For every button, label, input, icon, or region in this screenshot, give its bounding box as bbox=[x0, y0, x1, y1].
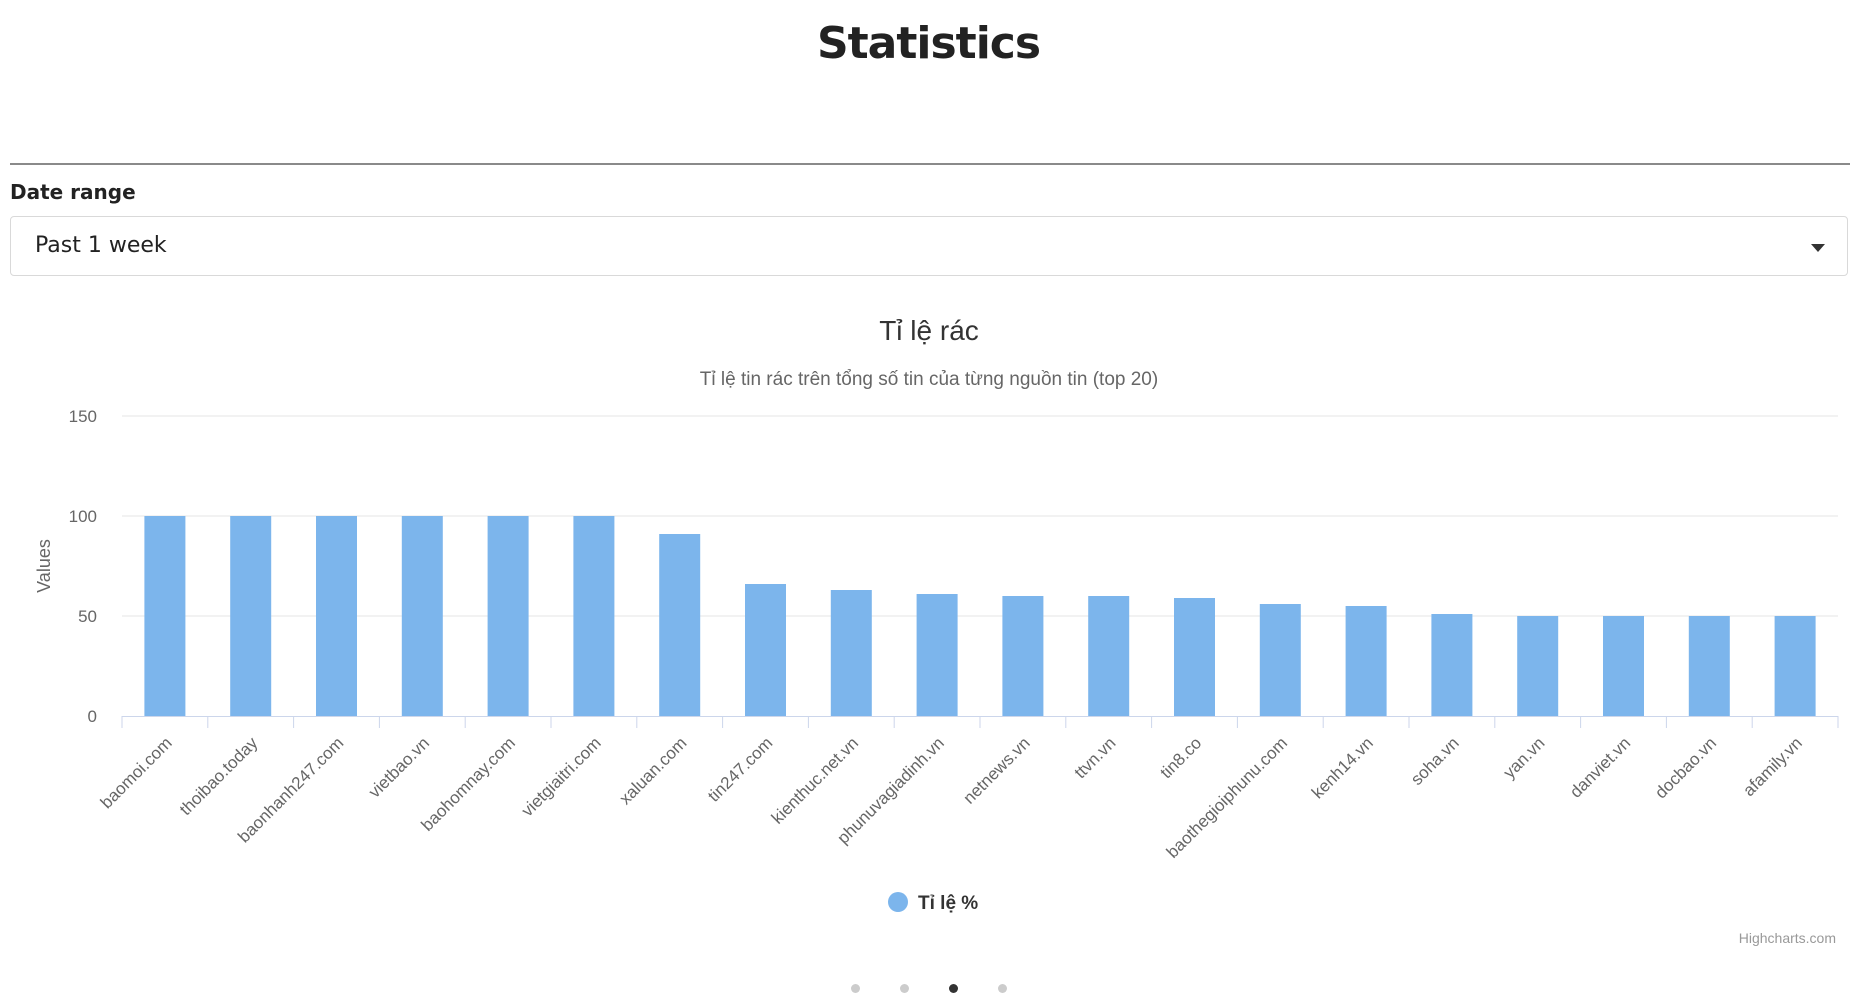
x-tick-label: yan.vn bbox=[1500, 733, 1549, 782]
divider bbox=[10, 163, 1850, 165]
bar bbox=[1603, 616, 1644, 716]
x-tick-label: afamily.vn bbox=[1739, 733, 1806, 800]
y-tick-label: 0 bbox=[88, 707, 97, 726]
x-tick-label: vietbao.vn bbox=[365, 733, 433, 801]
bar bbox=[1774, 616, 1816, 716]
x-tick-label: baohomnay.com bbox=[418, 733, 519, 834]
bar bbox=[1517, 616, 1559, 716]
x-tick-label: kienthuc.net.vn bbox=[768, 733, 862, 827]
page-title: Statistics bbox=[816, 18, 1041, 69]
bar bbox=[916, 594, 958, 716]
bar bbox=[487, 516, 529, 716]
date-range-select[interactable]: Past 1 week bbox=[10, 216, 1848, 276]
y-tick-label: 50 bbox=[78, 607, 97, 626]
x-tick-label: tin8.co bbox=[1156, 733, 1205, 782]
bar bbox=[1688, 616, 1730, 716]
x-tick-label: thoibao.today bbox=[176, 733, 262, 819]
carousel-dot[interactable] bbox=[899, 984, 909, 993]
x-tick-label: docbao.vn bbox=[1651, 733, 1720, 802]
x-tick-label: baomoi.com bbox=[97, 733, 176, 812]
y-tick-label: 150 bbox=[69, 407, 97, 426]
x-tick-label: kenh14.vn bbox=[1308, 733, 1377, 802]
x-tick-label: xaluan.com bbox=[616, 733, 691, 808]
bar bbox=[1088, 596, 1130, 716]
bar bbox=[745, 584, 786, 716]
bar bbox=[1174, 598, 1215, 716]
bar bbox=[144, 516, 186, 716]
x-tick-label: ttvn.vn bbox=[1071, 733, 1120, 782]
chart-title: Tỉ lệ rác bbox=[879, 315, 979, 346]
bar bbox=[573, 516, 615, 716]
chart-credits: Highcharts.com bbox=[1739, 930, 1836, 946]
bar bbox=[316, 516, 357, 716]
legend-marker bbox=[888, 892, 908, 912]
carousel-dot[interactable] bbox=[850, 984, 860, 993]
chart-container: Tỉ lệ rác Tỉ lệ tin rác trên tổng số tin … bbox=[0, 300, 1857, 960]
carousel-dot[interactable] bbox=[948, 984, 958, 993]
legend-label: Tỉ lệ % bbox=[918, 893, 978, 914]
chart-subtitle: Tỉ lệ tin rác trên tổng số tin của từng … bbox=[700, 369, 1158, 390]
chevron-down-icon bbox=[1811, 244, 1825, 252]
bar bbox=[230, 516, 272, 716]
date-range-selected-value: Past 1 week bbox=[35, 233, 167, 258]
carousel-dots bbox=[0, 980, 1857, 998]
x-tick-label: vietgiaitri.com bbox=[518, 733, 605, 820]
bar bbox=[1259, 604, 1301, 716]
bar bbox=[1002, 596, 1044, 716]
bar bbox=[659, 534, 701, 716]
y-tick-label: 100 bbox=[69, 507, 97, 526]
chart-svg: Tỉ lệ rác Tỉ lệ tin rác trên tổng số tin … bbox=[34, 315, 1839, 946]
x-tick-label: netnews.vn bbox=[959, 733, 1033, 807]
bar bbox=[1345, 606, 1387, 716]
carousel-dot[interactable] bbox=[997, 984, 1007, 993]
bar bbox=[1431, 614, 1473, 716]
date-range-label: Date range bbox=[10, 180, 136, 204]
y-axis-title: Values bbox=[34, 539, 54, 593]
x-tick-label: danviet.vn bbox=[1566, 733, 1634, 801]
bar bbox=[401, 516, 443, 716]
x-tick-label: soha.vn bbox=[1407, 733, 1463, 789]
x-tick-label: tin247.com bbox=[704, 733, 776, 805]
bar bbox=[830, 590, 872, 716]
